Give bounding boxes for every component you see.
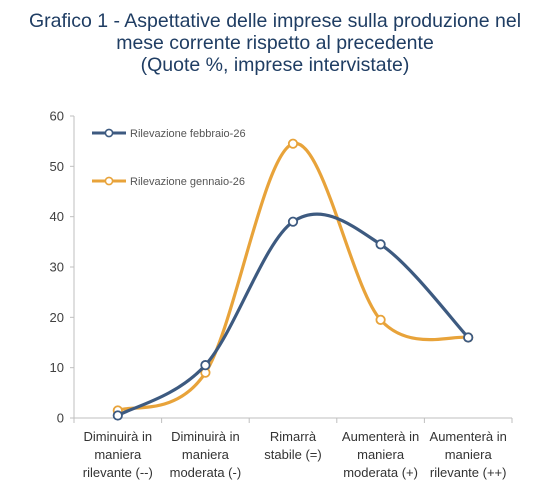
series-1 [112,138,474,416]
x-tick-label: Aumenterà in maniera moderata (+) [342,429,419,480]
series-0 [112,212,474,421]
y-tick-label: 40 [50,209,64,224]
legend-swatch-marker [104,176,114,186]
chart-series [112,138,474,421]
chart-legend: Rilevazione febbraio-26 Rilevazione genna… [92,128,246,188]
data-point [375,314,386,325]
data-point [112,410,123,421]
chart-title: Grafico 1 - Aspettative delle imprese su… [0,10,550,76]
legend-swatch-marker [104,128,114,138]
y-tick-label: 20 [50,310,64,325]
data-point [463,332,474,343]
chart-axes: 0 10 20 30 40 50 60 Diminuirà in maniera rilevant… [50,109,513,480]
legend-label: Rilevazione febbraio-26 [130,128,246,140]
data-point [375,239,386,250]
x-tick-label: Aumenterà in maniera rilevante (++) [430,429,507,480]
y-tick-label: 60 [50,109,64,124]
x-tick-label: Rimarrà stabile (=) [264,429,321,462]
legend-item: Rilevazione febbraio-26 [92,128,246,140]
y-tick-label: 30 [50,260,64,275]
x-tick-label: Diminuirà in maniera rilevante (--) [83,429,153,480]
data-point [287,138,299,149]
chart-subtitle: (Quote %, imprese intervistate) [140,54,410,76]
x-tick-label: Diminuirà in maniera moderata (-) [170,429,242,480]
data-point [200,360,211,371]
y-tick-label: 0 [57,411,64,426]
y-tick-label: 10 [50,360,64,375]
legend-label: Rilevazione gennaio-26 [130,176,245,188]
y-tick-label: 50 [50,159,64,174]
chart-title-line-1: Grafico 1 - Aspettative delle imprese su… [28,10,522,32]
series-line [116,212,470,418]
chart-title-line-2: mese corrente rispetto al precedente [116,32,434,54]
legend-item: Rilevazione gennaio-26 [92,176,245,188]
data-point [287,216,299,227]
